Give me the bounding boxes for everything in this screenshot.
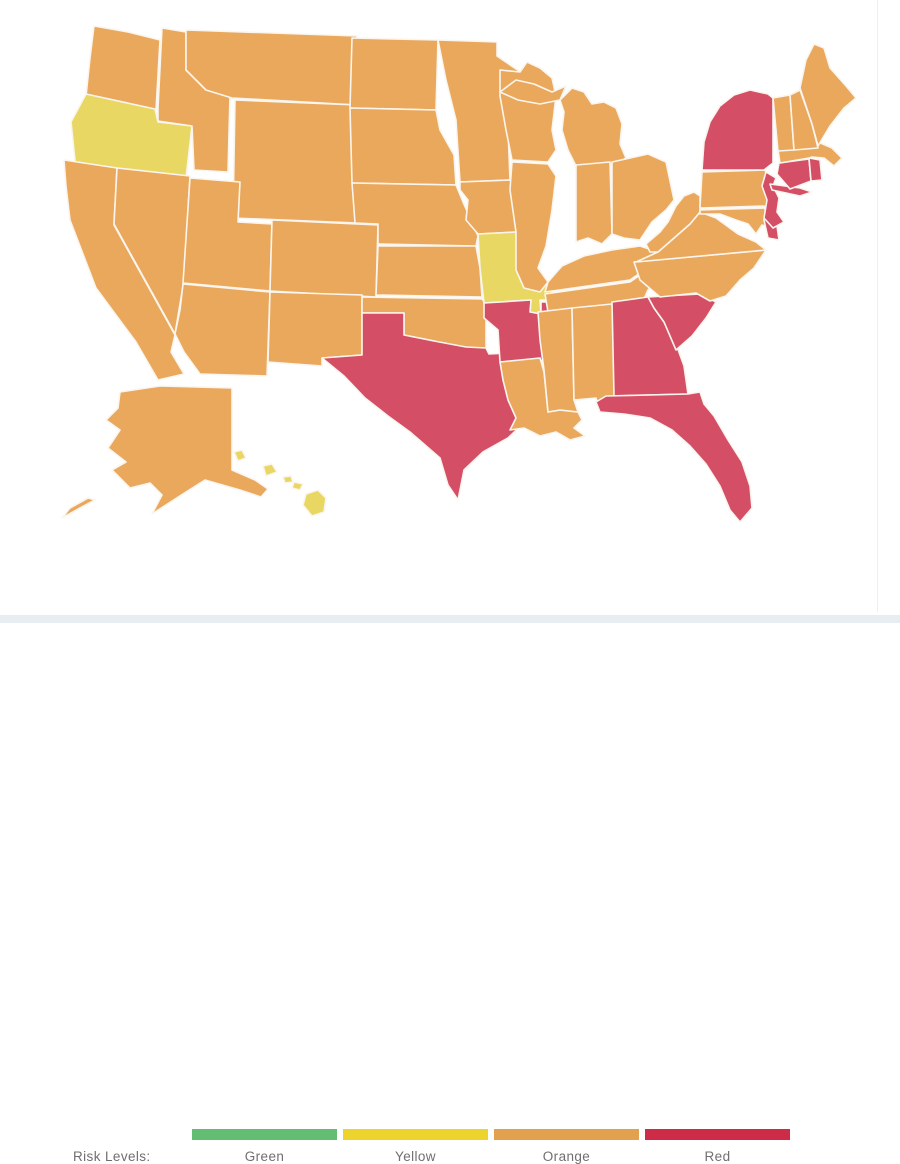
state-ne[interactable] [351,182,479,247]
state-me[interactable] [799,43,857,147]
map-container [0,0,900,560]
legend-label-red: Red [704,1149,731,1164]
state-in[interactable] [575,161,613,245]
state-mi[interactable] [559,87,627,167]
state-fl[interactable] [595,391,753,523]
legend-swatch-red [645,1129,790,1140]
legend-label-orange: Orange [542,1149,591,1164]
legend-swatch-yellow [343,1129,488,1140]
state-pa[interactable] [699,169,773,209]
legend-title: Risk Levels: [73,1149,151,1164]
state-nd[interactable] [349,37,439,111]
state-wy[interactable] [232,99,358,224]
state-hi[interactable] [302,489,327,517]
state-sd[interactable] [349,107,457,186]
legend-swatch-green [192,1129,337,1140]
bottom-panel-edge [0,615,900,623]
state-ct[interactable] [776,158,812,190]
state-ri[interactable] [808,157,823,182]
legend-label-green: Green [244,1149,285,1164]
right-edge-divider [877,0,878,612]
state-mt[interactable] [185,29,358,106]
state-mi[interactable] [499,79,567,105]
state-ak[interactable] [105,385,269,515]
state-az[interactable] [174,283,271,377]
state-hi[interactable] [291,481,304,491]
us-map [61,25,857,523]
legend-label-yellow: Yellow [395,1149,436,1164]
state-hi[interactable] [262,463,278,477]
state-tx[interactable] [321,312,530,501]
state-nc[interactable] [633,249,767,302]
legend-swatch-orange [494,1129,639,1140]
state-hi[interactable] [282,475,294,484]
state-or[interactable] [70,93,193,179]
state-nj[interactable] [761,171,785,229]
risk-legend: Risk Levels: Green Yellow Orange Red [0,560,900,1164]
state-ks[interactable] [375,245,483,298]
state-hi[interactable] [233,449,247,462]
state-oh[interactable] [611,153,675,241]
state-ak[interactable] [61,497,96,519]
state-il[interactable] [509,161,557,293]
state-ny[interactable] [701,89,774,171]
state-nv[interactable] [113,167,191,335]
state-nm[interactable] [267,291,363,367]
state-co[interactable] [269,219,379,298]
